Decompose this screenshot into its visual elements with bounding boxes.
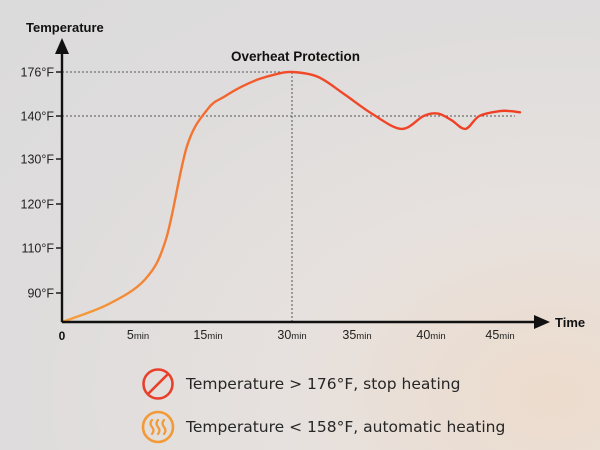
x-axis-label: Time [555, 315, 585, 330]
x-tick-number: 30 [277, 328, 291, 342]
x-tick-number: 45 [485, 328, 499, 342]
x-tick-unit: min [134, 331, 149, 342]
x-tick-unit: min [207, 331, 222, 342]
legend-item-auto-heating: Temperature < 158°F, automatic heating [140, 409, 505, 445]
x-tick-label: 40min [416, 328, 445, 342]
x-tick-label: 15min [193, 328, 222, 342]
x-tick-unit: min [499, 331, 514, 342]
overheat-annotation: Overheat Protection [231, 49, 360, 64]
heat-waves-icon [141, 410, 175, 444]
x-tick-unit: min [356, 331, 371, 342]
temperature-series-line [60, 70, 522, 324]
y-tick-label: 140°F [21, 110, 55, 124]
x-axis-arrow [534, 315, 550, 329]
x-tick-unit: min [430, 331, 445, 342]
x-tick-number: 15 [193, 328, 207, 342]
x-tick-label: 30min [277, 328, 306, 342]
y-axis-label: Temperature [26, 20, 104, 35]
no-sign-icon [142, 368, 174, 400]
legend-text-auto-heating: Temperature < 158°F, automatic heating [186, 418, 506, 436]
x-tick-unit: min [291, 331, 306, 342]
x-tick-number: 5 [127, 328, 134, 342]
y-tick-label: 120°F [21, 198, 55, 212]
y-tick-label: 90°F [27, 287, 54, 301]
x-tick-label: 45min [485, 328, 514, 342]
x-tick-label: 5min [127, 328, 149, 342]
legend-item-stop-heating: Temperature > 176°F, stop heating [140, 366, 460, 402]
y-axis-arrow [55, 38, 69, 54]
origin-label: 0 [59, 329, 66, 343]
y-tick-label: 130°F [21, 153, 55, 167]
y-tick-label: 176°F [21, 66, 55, 80]
x-tick-number: 40 [416, 328, 430, 342]
x-tick-label: 35min [342, 328, 371, 342]
y-tick-label: 110°F [21, 242, 54, 256]
legend-text-stop-heating: Temperature > 176°F, stop heating [186, 375, 461, 393]
x-tick-number: 35 [342, 328, 356, 342]
